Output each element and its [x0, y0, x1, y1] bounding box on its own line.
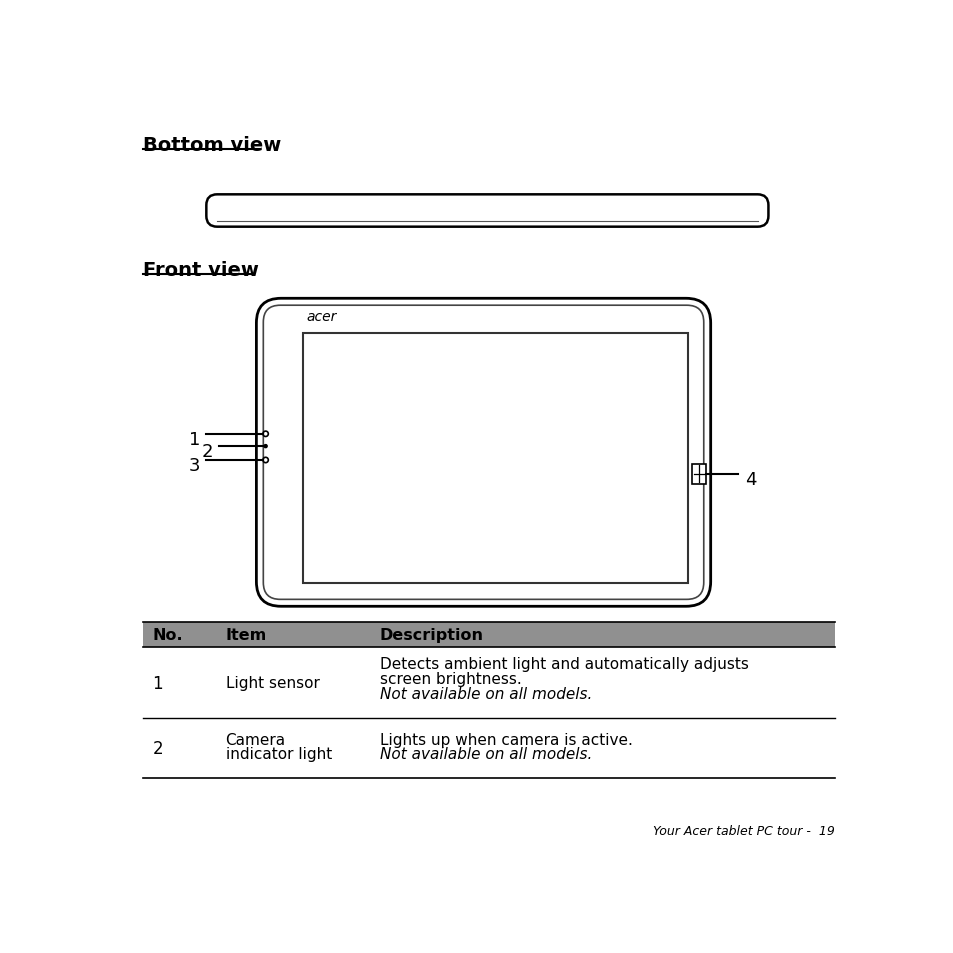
- Text: Not available on all models.: Not available on all models.: [379, 746, 592, 761]
- Bar: [143, 622, 834, 647]
- Text: Detects ambient light and automatically adjusts: Detects ambient light and automatically …: [379, 657, 748, 672]
- FancyBboxPatch shape: [263, 306, 703, 599]
- Text: No.: No.: [152, 627, 183, 642]
- Bar: [302, 334, 687, 583]
- Text: Item: Item: [225, 627, 267, 642]
- Bar: [692, 464, 705, 484]
- FancyBboxPatch shape: [206, 195, 767, 228]
- Text: screen brightness.: screen brightness.: [379, 671, 520, 686]
- Text: 2: 2: [201, 443, 213, 461]
- Text: 1: 1: [152, 674, 163, 692]
- Text: Bottom view: Bottom view: [143, 136, 281, 155]
- Text: Light sensor: Light sensor: [225, 676, 319, 690]
- Text: 2: 2: [152, 740, 163, 758]
- FancyBboxPatch shape: [256, 299, 710, 607]
- Text: Lights up when camera is active.: Lights up when camera is active.: [379, 732, 632, 747]
- Text: Not available on all models.: Not available on all models.: [379, 686, 592, 700]
- Text: Front view: Front view: [143, 260, 259, 279]
- Text: Description: Description: [379, 627, 483, 642]
- Circle shape: [264, 445, 267, 448]
- Text: Your Acer tablet PC tour -  19: Your Acer tablet PC tour - 19: [652, 824, 834, 838]
- Text: 3: 3: [189, 456, 200, 475]
- Text: 4: 4: [743, 471, 756, 489]
- Text: indicator light: indicator light: [225, 746, 332, 761]
- Text: acer: acer: [306, 310, 336, 324]
- Text: 1: 1: [189, 431, 200, 449]
- Text: Camera: Camera: [225, 732, 285, 747]
